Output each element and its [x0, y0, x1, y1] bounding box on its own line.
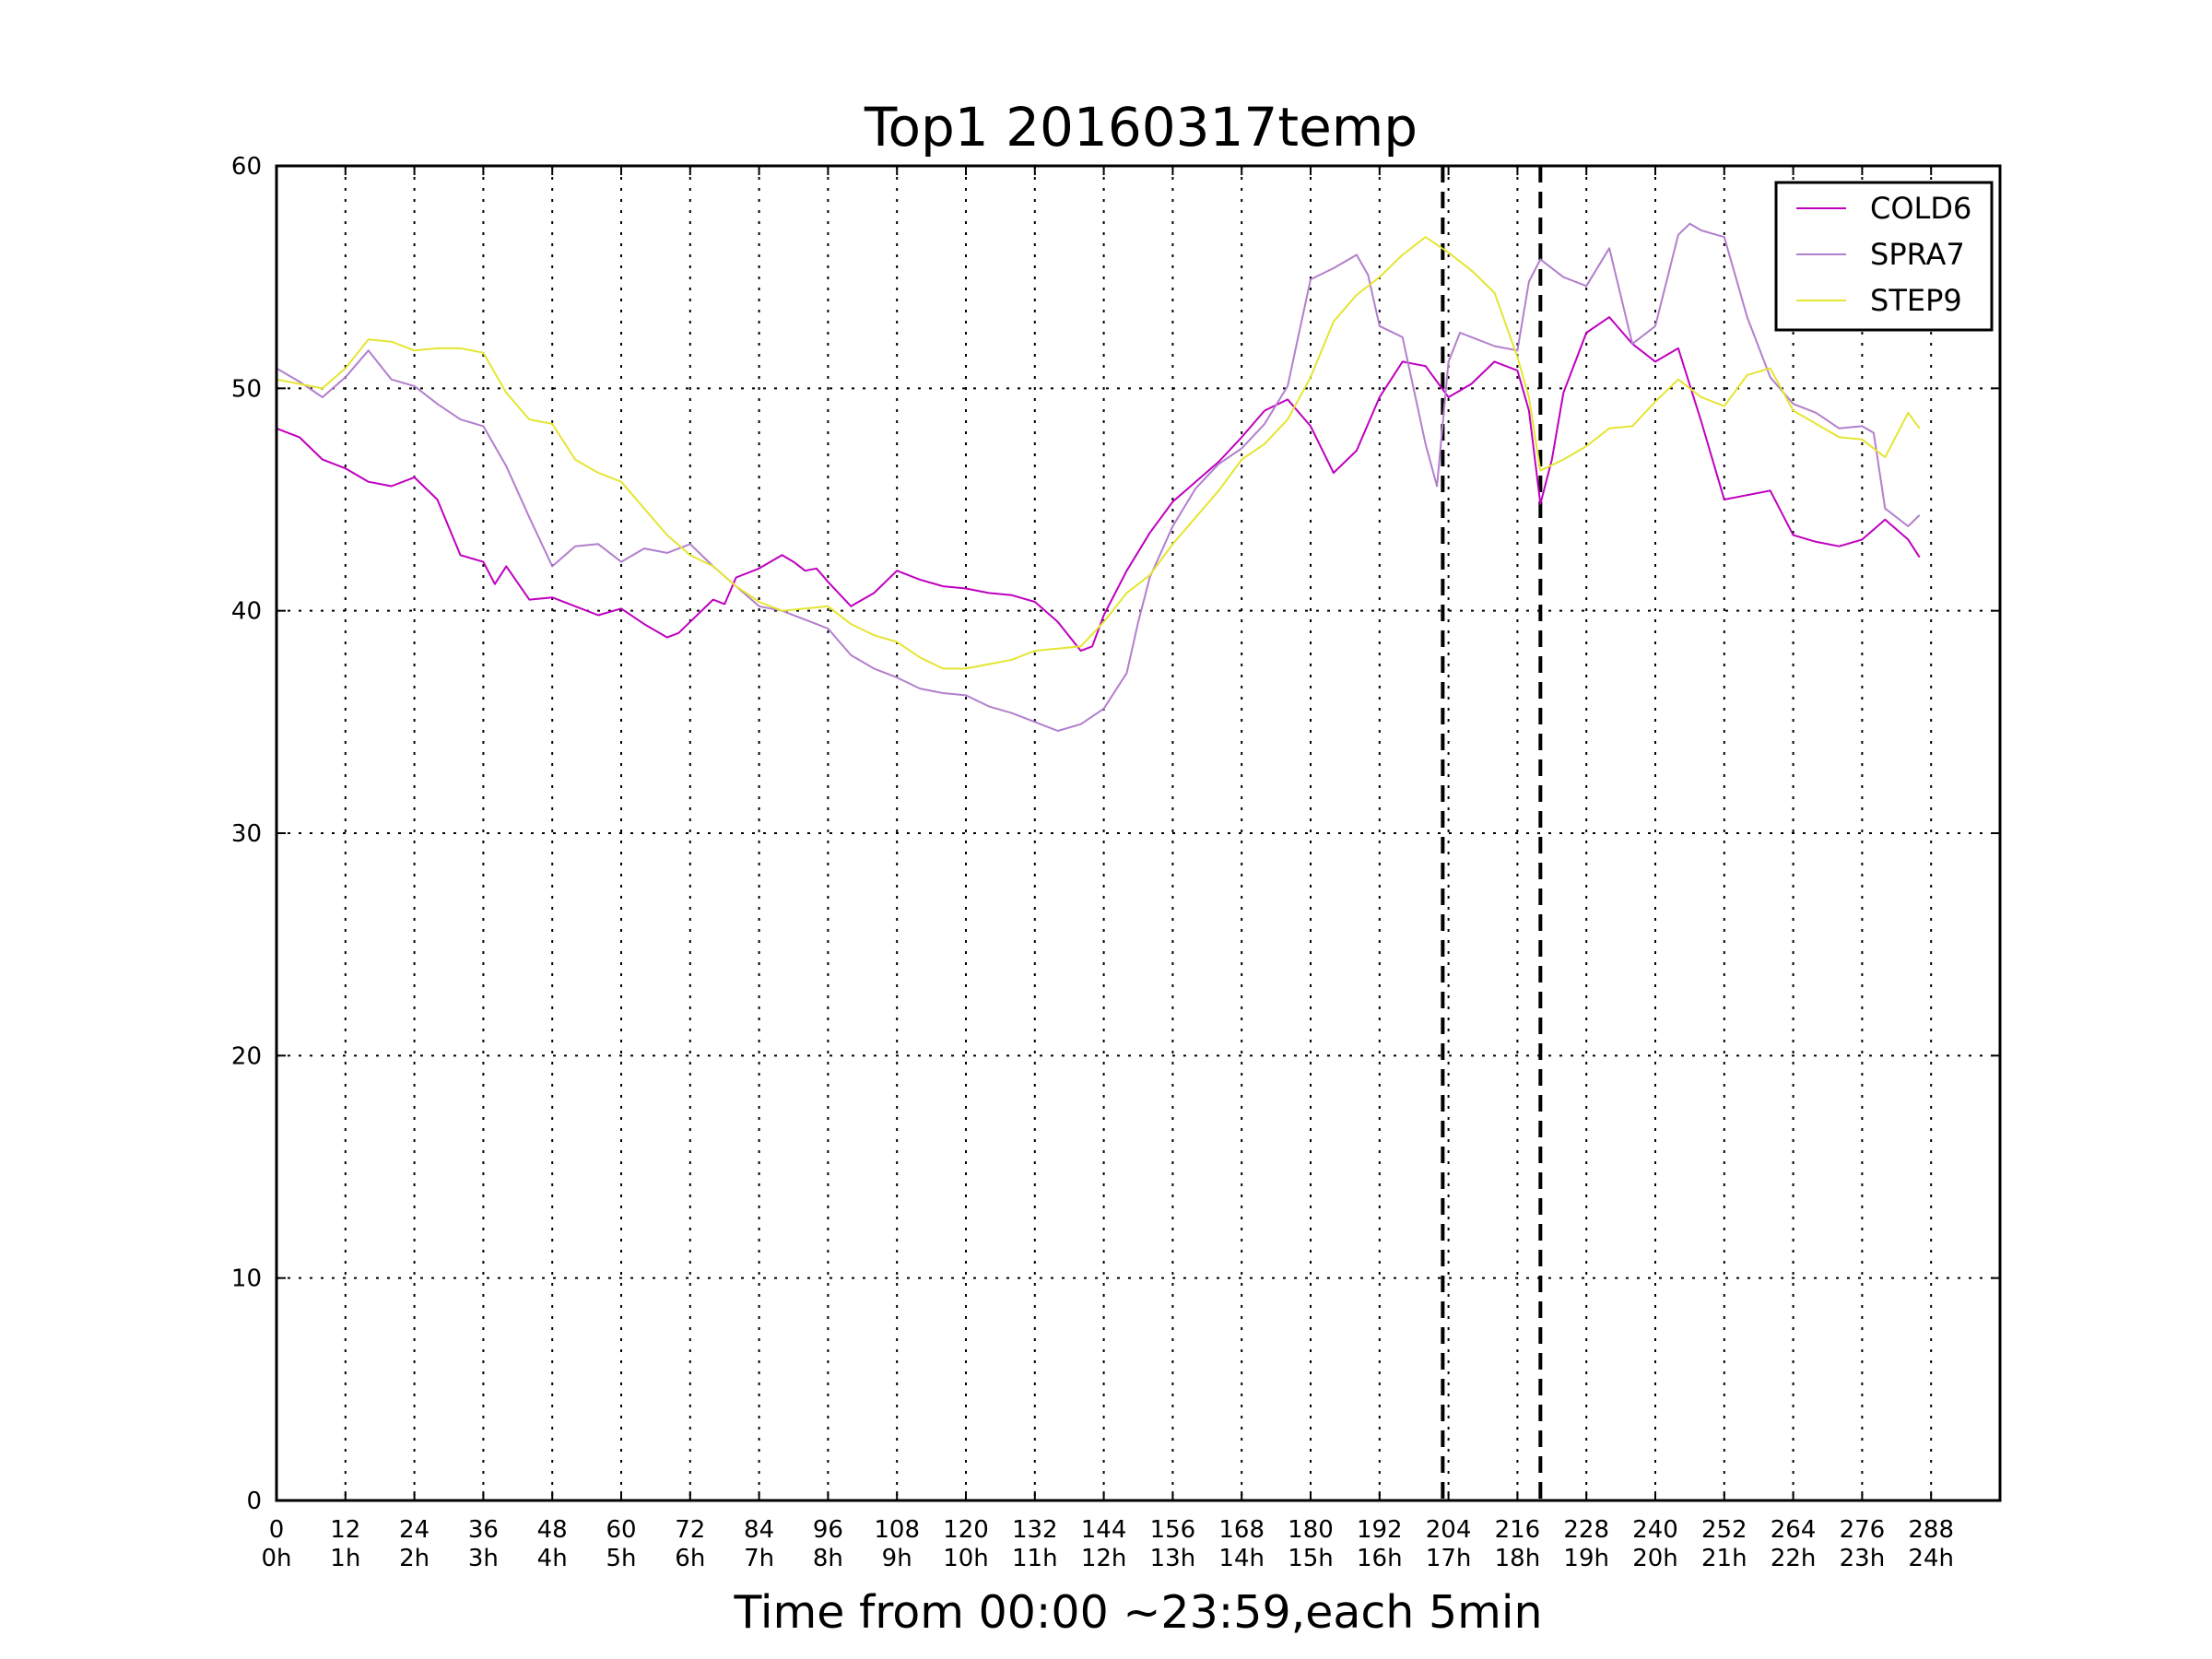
legend-box	[1774, 181, 1994, 332]
legend-label-step9: STEP9	[1870, 283, 1962, 318]
y-tick-label: 30	[231, 820, 262, 848]
y-tick-label: 50	[231, 375, 262, 403]
x-tick-label: 288	[1908, 1516, 1954, 1544]
x-tick-sublabel: 2h	[399, 1545, 429, 1572]
x-tick-sublabel: 9h	[882, 1545, 912, 1572]
x-tick-sublabel: 20h	[1632, 1545, 1678, 1572]
x-tick-label: 228	[1563, 1516, 1609, 1544]
x-tick-label: 240	[1632, 1516, 1678, 1544]
x-tick-sublabel: 10h	[943, 1545, 989, 1572]
x-tick-label: 84	[744, 1516, 774, 1544]
y-tick-label: 20	[231, 1042, 262, 1070]
x-tick-sublabel: 22h	[1771, 1545, 1817, 1572]
x-tick-label: 96	[813, 1516, 843, 1544]
x-tick-sublabel: 24h	[1908, 1545, 1954, 1572]
series-lines	[276, 222, 1921, 732]
x-tick-label: 180	[1288, 1516, 1334, 1544]
legend-label-cold6: COLD6	[1870, 191, 1971, 226]
x-tick-label: 144	[1081, 1516, 1127, 1544]
y-tick-label: 0	[246, 1488, 262, 1515]
x-tick-label: 108	[874, 1516, 920, 1544]
y-tick-label: 10	[231, 1265, 262, 1293]
x-tick-sublabel: 7h	[744, 1545, 774, 1572]
x-tick-sublabel: 16h	[1357, 1545, 1403, 1572]
x-tick-label: 120	[943, 1516, 989, 1544]
x-tick-label: 24	[399, 1516, 429, 1544]
x-tick-sublabel: 11h	[1012, 1545, 1058, 1572]
x-tick-label: 48	[537, 1516, 568, 1544]
x-tick-sublabel: 0h	[261, 1545, 291, 1572]
x-tick-sublabel: 18h	[1495, 1545, 1541, 1572]
x-tick-sublabel: 5h	[606, 1545, 636, 1572]
x-tick-sublabel: 21h	[1701, 1545, 1747, 1572]
x-tick-label: 156	[1150, 1516, 1196, 1544]
x-tick-label: 72	[675, 1516, 705, 1544]
x-tick-sublabel: 14h	[1218, 1545, 1265, 1572]
gridlines	[276, 166, 2000, 1500]
x-tick-label: 264	[1771, 1516, 1817, 1544]
x-tick-sublabel: 19h	[1563, 1545, 1609, 1572]
x-tick-label: 60	[606, 1516, 636, 1544]
x-tick-label: 192	[1357, 1516, 1403, 1544]
y-tick-label: 40	[231, 598, 262, 626]
x-tick-sublabel: 3h	[468, 1545, 499, 1572]
x-tick-label: 276	[1840, 1516, 1886, 1544]
x-tick-sublabel: 17h	[1426, 1545, 1472, 1572]
x-tick-label: 216	[1495, 1516, 1541, 1544]
series-line-cold6	[276, 316, 1921, 653]
x-tick-label: 132	[1012, 1516, 1058, 1544]
x-tick-label: 168	[1218, 1516, 1265, 1544]
x-tick-sublabel: 13h	[1150, 1545, 1196, 1572]
x-tick-label: 204	[1426, 1516, 1472, 1544]
legend-label-spra7: SPRA7	[1870, 237, 1965, 272]
chart-title: Top1 20160317temp	[864, 96, 1418, 159]
x-tick-label: 0	[269, 1516, 285, 1544]
x-tick-sublabel: 23h	[1840, 1545, 1886, 1572]
x-tick-sublabel: 6h	[675, 1545, 705, 1572]
x-tick-label: 252	[1701, 1516, 1747, 1544]
x-tick-sublabel: 1h	[330, 1545, 360, 1572]
y-axis-ticks: 0 10 20 30 40 50 60	[231, 153, 2000, 1515]
series-line-step9	[276, 236, 1921, 670]
x-tick-label: 12	[330, 1516, 360, 1544]
x-axis-label: Time from 00:00 ~23:59,each 5min	[733, 1586, 1542, 1639]
series-line-spra7	[276, 222, 1921, 732]
x-tick-label: 36	[468, 1516, 499, 1544]
x-tick-sublabel: 15h	[1288, 1545, 1334, 1572]
x-tick-sublabel: 8h	[813, 1545, 843, 1572]
x-tick-sublabel: 4h	[537, 1545, 568, 1572]
y-tick-label: 60	[231, 153, 262, 181]
x-tick-sublabel: 12h	[1081, 1545, 1127, 1572]
legend: COLD6 SPRA7 STEP9	[1774, 181, 1994, 332]
